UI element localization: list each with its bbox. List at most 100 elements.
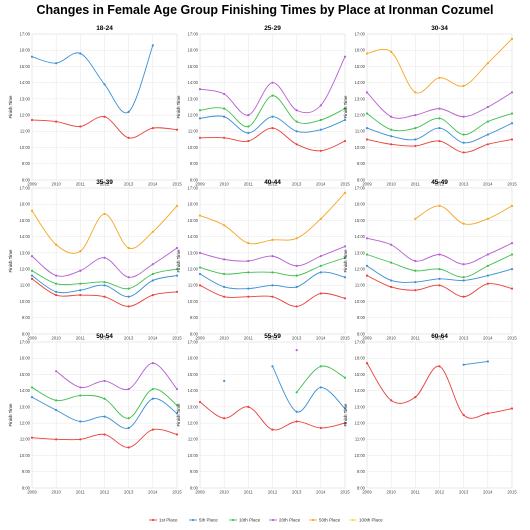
data-point — [55, 62, 58, 65]
data-point — [223, 272, 226, 276]
panel-title: 55-59 — [264, 333, 281, 340]
legend-label: 5th Place — [199, 518, 218, 523]
data-point — [295, 349, 298, 352]
y-axis-label: Finish Time — [343, 403, 348, 427]
x-tick-label: 2010 — [220, 490, 230, 495]
y-tick-label: 9:00 — [357, 469, 366, 474]
data-point — [79, 386, 82, 389]
data-point — [414, 289, 417, 292]
data-point — [295, 285, 298, 289]
data-point — [438, 139, 441, 143]
data-point — [151, 279, 154, 282]
data-point — [319, 426, 322, 430]
x-tick-label: 2013 — [292, 182, 302, 187]
series-10th-place — [295, 365, 347, 394]
data-point — [79, 293, 82, 297]
data-point — [271, 428, 274, 431]
data-point — [319, 217, 322, 220]
data-point — [271, 81, 274, 84]
x-tick-label: 2014 — [148, 490, 158, 495]
data-point — [79, 52, 82, 55]
data-point — [510, 407, 514, 410]
data-point — [175, 412, 179, 415]
y-tick-label: 17:00 — [188, 185, 199, 190]
data-point — [438, 204, 441, 207]
x-tick-label: 2012 — [435, 490, 445, 495]
x-tick-label: 2012 — [100, 490, 110, 495]
y-tick-label: 15:00 — [188, 372, 199, 377]
data-point — [198, 266, 202, 269]
data-point — [151, 44, 154, 47]
data-point — [486, 62, 489, 65]
data-point — [55, 409, 58, 412]
data-point — [30, 118, 34, 122]
series-1st-place — [30, 277, 179, 308]
x-tick-label: 2013 — [124, 490, 134, 495]
data-point — [30, 277, 34, 280]
data-point — [462, 141, 465, 144]
y-tick-label: 16:00 — [188, 202, 199, 207]
data-point — [127, 246, 130, 250]
data-point — [343, 107, 347, 110]
data-point — [175, 274, 179, 277]
x-tick-label: 2009 — [27, 490, 37, 495]
data-point — [271, 284, 274, 287]
data-point — [365, 52, 369, 55]
data-point — [486, 282, 489, 285]
data-point — [247, 295, 250, 298]
data-point — [462, 295, 465, 298]
panel-title: 18-24 — [96, 25, 113, 32]
y-tick-label: 11:00 — [20, 437, 31, 442]
y-tick-label: 9:00 — [22, 161, 31, 166]
y-tick-label: 14:00 — [355, 388, 366, 393]
x-tick-label: 2015 — [172, 490, 182, 495]
data-point — [365, 91, 369, 94]
panel-title: 50-54 — [96, 333, 113, 340]
data-point — [365, 112, 369, 115]
x-tick-label: 2011 — [76, 336, 86, 341]
series-line — [55, 362, 178, 391]
x-tick-label: 2015 — [340, 490, 350, 495]
x-tick-label: 2010 — [52, 182, 62, 187]
series-10th-place — [198, 256, 347, 277]
y-tick-label: 12:00 — [20, 113, 31, 118]
x-tick-label: 2009 — [195, 182, 205, 187]
series-5th-place — [30, 274, 179, 298]
y-tick-label: 10:00 — [355, 299, 366, 304]
y-tick-label: 14:00 — [188, 80, 199, 85]
data-point — [127, 305, 130, 308]
y-tick-label: 16:00 — [20, 356, 31, 361]
data-point — [247, 114, 250, 117]
data-point — [462, 222, 465, 225]
data-point — [223, 258, 226, 261]
series-1st-place — [365, 361, 514, 419]
y-axis-label: Finish Time — [8, 249, 13, 273]
data-point — [486, 217, 489, 220]
data-point — [151, 263, 154, 266]
data-point — [30, 209, 34, 212]
data-point — [343, 245, 347, 248]
y-tick-label: 14:00 — [188, 234, 199, 239]
y-tick-label: 10:00 — [188, 453, 199, 458]
y-tick-label: 11:00 — [188, 129, 199, 134]
series-20th-place — [365, 237, 514, 266]
data-point — [486, 133, 489, 136]
data-point — [319, 255, 322, 258]
x-tick-label: 2015 — [507, 490, 517, 495]
panel-35-39: 8:00 9:00 10:00 11:00 12:00 13:00 14:00 15:00 16… — [8, 179, 182, 341]
y-axis-label: Finish Time — [176, 249, 181, 273]
y-tick-label: 10:00 — [20, 453, 31, 458]
data-point — [438, 76, 441, 79]
legend-label: 10th Place — [239, 518, 261, 523]
data-point — [486, 264, 489, 267]
data-point — [151, 126, 154, 130]
data-point — [414, 259, 417, 263]
x-tick-label: 2010 — [387, 336, 397, 341]
data-point — [295, 391, 298, 394]
data-point — [365, 264, 369, 267]
y-tick-label: 10:00 — [20, 299, 31, 304]
data-point — [510, 253, 514, 256]
data-point — [79, 269, 82, 272]
y-tick-label: 10:00 — [188, 299, 199, 304]
x-tick-label: 2014 — [483, 182, 493, 187]
